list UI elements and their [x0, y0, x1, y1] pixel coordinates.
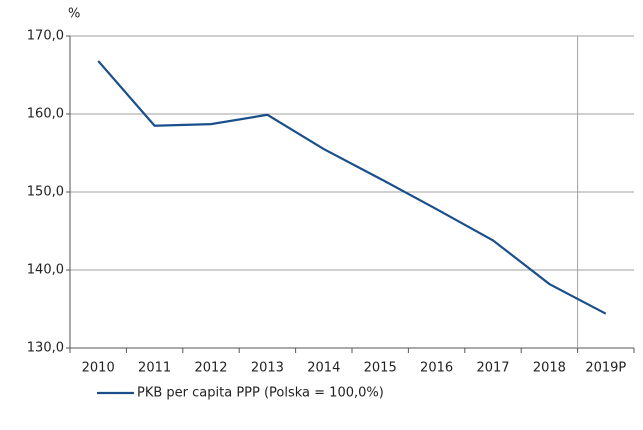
y-tick-label: 140,0	[27, 263, 64, 278]
series-line	[97, 60, 607, 315]
x-tick-label: 2012	[194, 361, 227, 376]
x-tick-label: 2016	[420, 361, 453, 376]
y-tick-label: 130,0	[27, 341, 64, 356]
x-tick-label: 2019P	[585, 361, 626, 376]
unit-label: %	[68, 7, 80, 22]
y-tick-label: 160,0	[27, 107, 64, 122]
x-tick-label: 2011	[138, 361, 171, 376]
x-tick-label: 2014	[307, 361, 340, 376]
x-tick-label: 2010	[82, 361, 115, 376]
x-tick-label: 2018	[533, 361, 566, 376]
y-tick-label: 170,0	[27, 29, 64, 44]
x-tick-label: 2013	[251, 361, 284, 376]
x-tick-label: 2015	[364, 361, 397, 376]
x-tick-label: 2017	[476, 361, 509, 376]
y-tick-label: 150,0	[27, 185, 64, 200]
legend-label: PKB per capita PPP (Polska = 100,0%)	[137, 386, 384, 401]
